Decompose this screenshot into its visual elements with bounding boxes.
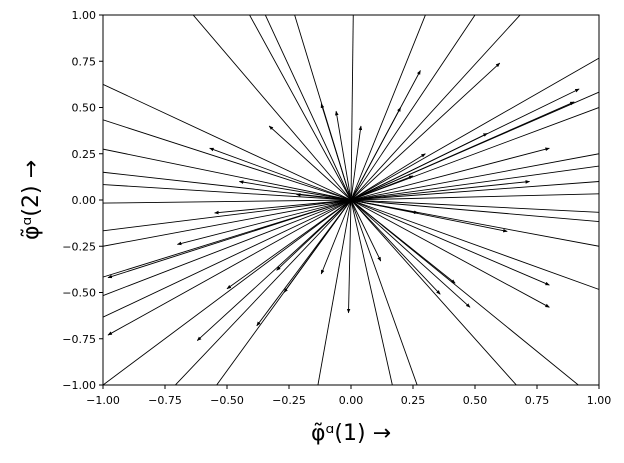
y-tick-label: 0.50 [72,102,97,115]
arrow [176,199,352,246]
arrow [350,153,426,201]
arrow [209,147,352,201]
arrow [103,83,352,201]
arrow [295,193,352,201]
arrow [238,180,352,201]
y-tick-label: 0.25 [72,148,97,161]
x-tick-label: 0.25 [401,394,426,407]
x-tick-label: 0.50 [463,394,488,407]
x-axis-label: φ̃ᵅ(1) → [311,421,391,446]
arrow [350,62,501,201]
arrow [350,70,421,201]
arrow [350,199,471,308]
y-tick-label: −0.75 [62,333,96,346]
arrow [350,107,599,201]
arrow [192,15,352,201]
arrow [276,199,352,271]
x-tick-label: 0.00 [339,394,364,407]
arrow [214,199,352,215]
arrow [350,15,476,201]
arrow [268,125,352,201]
arrow [256,199,352,327]
arrow [350,132,488,201]
arrow [350,199,393,385]
arrow [317,199,352,385]
y-axis-label: φ̃ᵅ(2) → [19,160,44,240]
x-tick-label: −0.50 [210,394,244,407]
x-tick-label: −0.75 [148,394,182,407]
arrow [346,199,352,314]
arrow [350,175,414,201]
arrow [350,15,521,201]
arrow [350,199,418,385]
arrow [350,153,599,201]
arrow [350,180,531,201]
arrow [350,101,575,201]
arrow [103,199,352,297]
arrow [103,199,352,385]
arrow [350,15,354,201]
x-tick-label: 1.00 [587,394,612,407]
arrow [103,199,352,204]
arrows [103,15,599,385]
arrow [264,15,352,201]
arrow [226,199,352,290]
arrow [350,147,550,201]
arrow [350,199,419,214]
arrow [174,199,352,385]
arrow [320,199,352,275]
arrow [320,103,352,201]
arrow [107,199,352,279]
y-tick-label: 0.00 [72,194,97,207]
y-tick-label: 1.00 [72,9,97,22]
y-tick-label: −0.25 [62,240,96,253]
arrow [350,199,382,262]
arrow [350,199,599,290]
x-tick-label: −0.25 [272,394,306,407]
arrow [350,15,426,201]
y-tick-label: −1.00 [62,379,96,392]
arrow [196,199,352,341]
arrow [350,199,550,308]
arrow [107,199,352,336]
arrow [249,15,352,201]
arrow [350,199,441,295]
arrow [103,199,352,318]
arrow [350,193,599,201]
arrow [350,199,580,385]
arrow [335,110,352,201]
arrow [350,199,517,385]
x-tick-label: 0.75 [525,394,550,407]
arrow [350,199,550,286]
x-tick-label: −1.00 [86,394,120,407]
y-tick-label: 0.75 [72,55,97,68]
y-tick-label: −0.50 [62,287,96,300]
arrow [350,125,363,201]
arrow [350,199,456,284]
